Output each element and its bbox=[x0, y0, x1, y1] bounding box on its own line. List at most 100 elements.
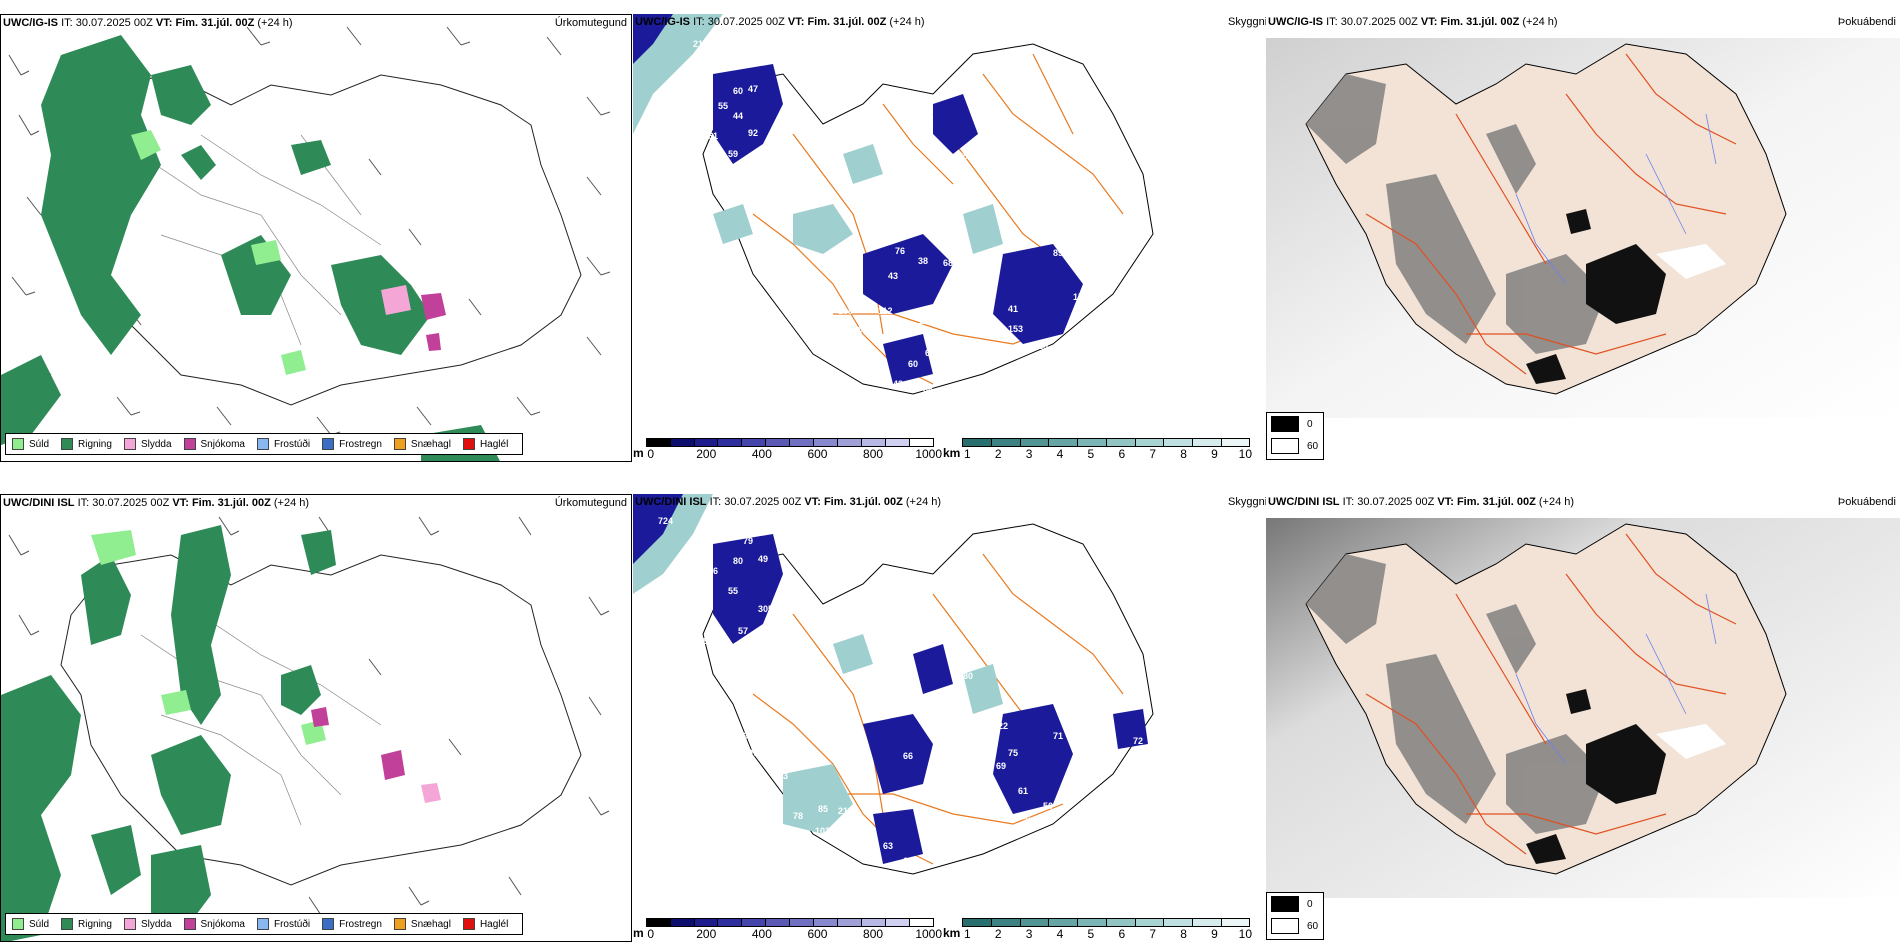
scale-cell bbox=[885, 439, 910, 446]
legend-label: Frostúði bbox=[273, 438, 311, 450]
cloud-base-panel-top: 212 59 60 47 55 44 61 92 59 84 107 109 85 57 868 43 38 76… bbox=[633, 14, 1265, 462]
legend-swatch bbox=[123, 918, 136, 930]
cloud-base-value: 71 bbox=[1053, 731, 1063, 741]
scale-tick-label: 600 bbox=[807, 447, 828, 461]
scale-cell bbox=[1106, 439, 1136, 446]
cloud-base-value: 97 bbox=[943, 346, 953, 356]
scale-tick-label: 400 bbox=[751, 447, 772, 461]
cloud-base-value: 80 bbox=[763, 666, 773, 676]
legend-item: Frostregn bbox=[322, 438, 382, 450]
legend-label: Snjókoma bbox=[200, 918, 245, 930]
scale-tick-label: 6 bbox=[1118, 927, 1126, 941]
scale-cell bbox=[838, 919, 862, 926]
fog-legend-label: 0 bbox=[1307, 418, 1313, 430]
fog-legend-label: 60 bbox=[1307, 920, 1319, 932]
cloud-base-panel-bottom: 724 647 79 80 49 56 55 305 84 101 57 112 80 79 94 97 50 3… bbox=[633, 494, 1265, 942]
legend-label: Snjókoma bbox=[200, 438, 245, 450]
scale-tick-label: 1000 bbox=[915, 927, 943, 941]
precip-legend-bottom: Súld Rigning Slydda Snjókoma Frostúði Frostre… bbox=[5, 913, 524, 935]
scale-tick-label: 4 bbox=[1056, 447, 1064, 461]
cloud-base-value: 85 bbox=[958, 151, 968, 161]
scale-unit: m bbox=[633, 446, 644, 460]
scale-cell bbox=[766, 919, 791, 926]
scale-cell bbox=[992, 919, 1021, 926]
cloud-base-value: 43 bbox=[888, 271, 898, 281]
scale-tick-label: 600 bbox=[807, 927, 828, 941]
cloud-base-value: 41 bbox=[1008, 304, 1018, 314]
sea-cloud-nw bbox=[633, 14, 723, 134]
scale-tick-label: 5 bbox=[1087, 447, 1095, 461]
cloud-base-value: 38 bbox=[853, 254, 863, 264]
rivers bbox=[1515, 113, 1717, 285]
legend-label: Slydda bbox=[140, 918, 172, 930]
legend-swatch bbox=[256, 438, 269, 450]
scale-cell bbox=[718, 919, 743, 926]
cloud-base-value: 73 bbox=[978, 796, 988, 806]
fog-header-bottom: UWC/DINI ISL IT: 30.07.2025 00Z VT: Fim.… bbox=[1268, 496, 1574, 508]
scale-cell bbox=[1221, 439, 1250, 446]
legend-item: Súld bbox=[12, 438, 49, 450]
cloud-base-value: 75 bbox=[1008, 748, 1018, 758]
cloud-base-value: 868 bbox=[873, 211, 888, 221]
scale-tick-label: 1000 bbox=[915, 447, 943, 461]
cloud-base-scale-bottom: m 0 200 400 600 800 1000 bbox=[633, 918, 942, 941]
scale-tick-label: 7 bbox=[1149, 447, 1157, 461]
scale-tick-label: 800 bbox=[863, 447, 884, 461]
rain-areas bbox=[1, 525, 336, 941]
cloud-base-value: 84 bbox=[703, 636, 713, 646]
cloud-base-value: 56 bbox=[708, 566, 718, 576]
cloud-base-value: 84 bbox=[763, 141, 773, 151]
iceland-outline bbox=[702, 43, 1154, 395]
cloud-base-value: 647 bbox=[663, 586, 678, 596]
vt-label: VT: bbox=[172, 497, 189, 509]
it-label: IT: bbox=[709, 496, 722, 508]
cloud-base-scale-top: m 0 200 400 600 800 1000 bbox=[633, 438, 942, 461]
scale-cell bbox=[670, 439, 695, 446]
cloud-base-value: 101 bbox=[733, 641, 748, 651]
fog-legend-bottom: 0 60 bbox=[1266, 892, 1324, 940]
scale-cell bbox=[814, 439, 839, 446]
visibility-scale-top: km 1 2 3 4 5 6 7 8 9 10 bbox=[943, 438, 1252, 461]
cloud-base-value: 724 bbox=[658, 516, 673, 526]
legend-swatch bbox=[393, 918, 406, 930]
model-name: UWC/DINI ISL bbox=[635, 496, 707, 508]
scale-cell bbox=[694, 919, 719, 926]
legend-item: Snæhagl bbox=[393, 918, 451, 930]
fog-teal-areas bbox=[713, 144, 1003, 254]
legend-label: Haglél bbox=[479, 918, 509, 930]
legend-label: Snæhagl bbox=[410, 438, 451, 450]
vt-label: VT: bbox=[155, 17, 173, 29]
scale-cell bbox=[1164, 919, 1193, 926]
precip-type-panel-bottom: UWC/DINI ISL IT: 30.07.2025 00Z VT: Fim.… bbox=[0, 494, 632, 942]
legend-swatch bbox=[61, 918, 74, 930]
cloud-base-value: 68 bbox=[943, 258, 953, 268]
vt-value: Fim. 31.júl. 00Z bbox=[191, 497, 271, 509]
cloud-base-value: 64 bbox=[925, 348, 935, 358]
scale-cell bbox=[861, 919, 886, 926]
cloud-base-value: 80 bbox=[733, 556, 743, 566]
panel-title: Úrkomutegund bbox=[554, 497, 627, 509]
scale-cell bbox=[694, 439, 719, 446]
cloud-base-value: 66 bbox=[903, 751, 913, 761]
scale-tick-label: 2 bbox=[994, 447, 1002, 461]
model-name: UWC/IG-IS bbox=[635, 16, 690, 28]
cloud-base-value: 322 bbox=[993, 721, 1008, 731]
cloud-base-value: 72 bbox=[1133, 736, 1143, 746]
model-name: UWC/DINI ISL bbox=[1268, 496, 1340, 508]
it-label: IT: bbox=[61, 17, 73, 29]
fog-map-top bbox=[1266, 14, 1900, 462]
cloud-base-value: 103 bbox=[815, 826, 830, 836]
cloud-base-value: 50 bbox=[1043, 801, 1053, 811]
scale-cell bbox=[646, 919, 671, 926]
precip-legend-top: Súld Rigning Slydda Snjókoma Frostúði Frostre… bbox=[5, 433, 524, 455]
sleet-areas bbox=[421, 783, 441, 803]
scale-cell bbox=[1135, 919, 1165, 926]
cloud-base-value: 109 bbox=[783, 191, 798, 201]
cloud-base-value: 34 bbox=[933, 751, 943, 761]
fog-teal-areas bbox=[783, 634, 1003, 834]
cloud-base-value: 167 bbox=[843, 818, 858, 828]
cloud-base-value: 85 bbox=[818, 804, 828, 814]
scale-cell bbox=[790, 919, 815, 926]
legend-swatch bbox=[123, 438, 136, 450]
vt-value: Fim. 31.júl. 00Z bbox=[807, 16, 887, 28]
